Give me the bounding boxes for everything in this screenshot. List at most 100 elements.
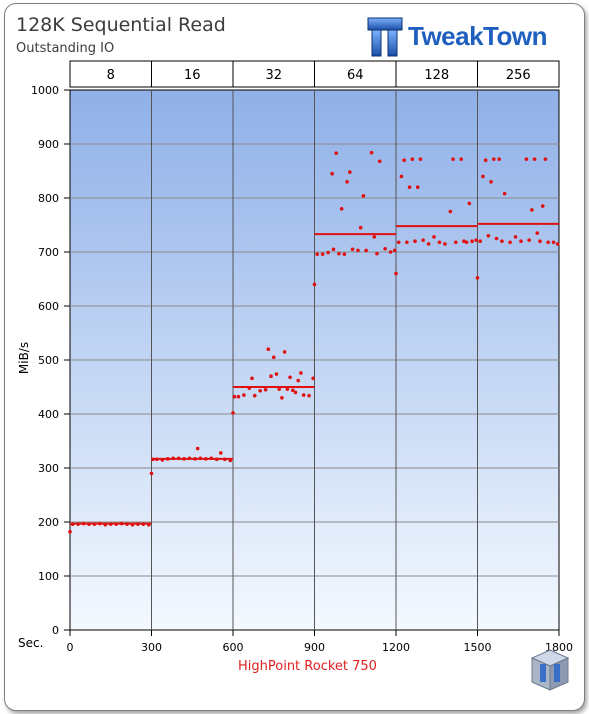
x-tick-label: 1500 (464, 641, 492, 654)
data-point (285, 387, 290, 391)
data-point (486, 234, 491, 238)
data-point (312, 282, 317, 287)
data-point (535, 231, 540, 235)
top-category-label: 128 (424, 68, 449, 83)
data-point (68, 529, 72, 534)
data-point (195, 446, 200, 451)
data-point (396, 240, 401, 245)
data-point (311, 376, 315, 381)
data-point (451, 157, 455, 161)
top-category-label: 8 (107, 68, 115, 83)
data-point (331, 247, 336, 252)
y-tick-label: 700 (38, 246, 59, 259)
data-point (236, 394, 241, 399)
data-point (149, 471, 154, 476)
data-point (532, 157, 537, 161)
data-point (356, 248, 360, 253)
data-point (330, 171, 334, 176)
y-tick-label: 300 (38, 462, 59, 475)
data-point (252, 393, 257, 398)
chart-title: 128K Sequential Read (16, 14, 226, 36)
data-point (293, 390, 298, 395)
y-tick-label: 0 (52, 624, 59, 637)
data-point (432, 235, 436, 239)
data-point (320, 252, 325, 256)
data-point (392, 248, 397, 253)
data-point (494, 236, 499, 241)
data-point (242, 393, 246, 397)
data-point (443, 242, 447, 246)
data-point (453, 240, 458, 245)
data-point (492, 157, 496, 161)
data-point (345, 180, 349, 184)
data-point (543, 157, 548, 161)
data-point (538, 239, 542, 243)
top-category-label: 16 (184, 68, 201, 83)
data-point (530, 208, 534, 212)
data-point (464, 240, 469, 245)
data-point (334, 151, 339, 155)
data-point (519, 239, 523, 243)
data-point (497, 157, 502, 161)
y-tick-label: 600 (38, 300, 59, 313)
data-point (413, 239, 417, 243)
data-point (372, 235, 377, 239)
series-name-label: HighPoint Rocket 750 (238, 659, 377, 674)
data-point (475, 276, 480, 280)
y-tick-label: 100 (38, 570, 59, 583)
data-point (269, 374, 273, 379)
data-point (470, 239, 474, 243)
data-point (489, 180, 493, 184)
data-point (271, 355, 276, 360)
data-point (361, 194, 366, 198)
data-point (502, 191, 507, 196)
data-point (364, 248, 368, 253)
data-point (388, 250, 393, 254)
data-point (358, 225, 363, 230)
x-tick-label: 300 (141, 641, 162, 654)
data-point (337, 251, 341, 256)
data-point (481, 174, 485, 179)
data-point (437, 240, 442, 245)
data-point (421, 238, 425, 242)
data-point (467, 201, 472, 206)
data-point (307, 393, 311, 398)
data-point (546, 240, 550, 245)
data-point (348, 170, 352, 174)
top-category-label: 256 (506, 68, 531, 83)
data-point (402, 158, 406, 162)
y-axis-label: MiB/s (17, 342, 31, 374)
data-point (418, 157, 423, 161)
data-point (277, 387, 281, 391)
x-tick-label: 900 (304, 641, 325, 654)
data-point (315, 252, 320, 256)
data-point (500, 239, 504, 243)
data-point (280, 396, 284, 400)
data-point (375, 251, 379, 256)
chart-subtitle: Outstanding IO (16, 41, 115, 56)
data-point (483, 158, 488, 162)
data-point (339, 207, 344, 211)
data-point (288, 375, 292, 380)
data-point (415, 185, 420, 189)
data-point (377, 159, 382, 164)
data-point (232, 394, 237, 399)
data-point (399, 174, 404, 179)
tweaktown-tt-logo-icon (367, 17, 403, 57)
top-category-label: 32 (265, 68, 282, 83)
data-point (459, 157, 464, 161)
x-axis-prefix: Sec. (18, 636, 44, 650)
y-tick-label: 1000 (31, 84, 59, 97)
data-point (369, 150, 374, 155)
data-point (474, 238, 478, 242)
data-point (301, 393, 306, 397)
tweaktown-logo-text: TweakTown (408, 21, 548, 51)
data-point (258, 388, 262, 393)
y-tick-label: 400 (38, 408, 59, 421)
data-point (405, 240, 409, 245)
data-point (410, 157, 415, 161)
tt-cube-icon (530, 649, 570, 691)
data-point (407, 185, 412, 189)
data-point (527, 238, 531, 242)
